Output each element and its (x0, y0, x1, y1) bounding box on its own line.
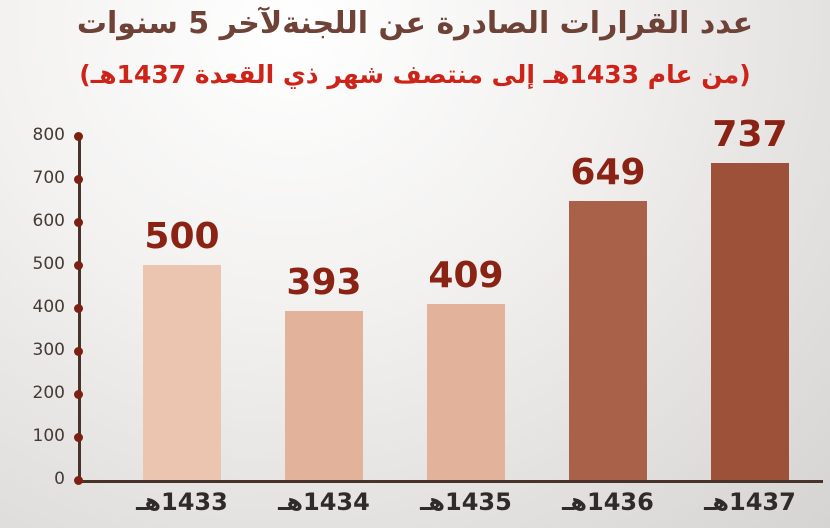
y-axis-tick-dot (74, 260, 83, 270)
x-axis-tick-label: 1433هـ (136, 488, 228, 516)
x-axis-tick-label: 1437هـ (704, 488, 796, 516)
y-axis-tick-label: 200 (32, 383, 65, 403)
y-axis-tick-dot (74, 475, 83, 485)
y-axis-tick-label: 300 (32, 340, 65, 360)
y-axis-tick-dot (74, 174, 83, 184)
bar (569, 200, 647, 480)
plot-area: 0 100 200 300 400 500 600 700 800 500 1433هـ 393 143… (33, 114, 823, 516)
bar (143, 265, 221, 480)
y-axis-tick-label: 500 (32, 254, 65, 274)
chart-subtitle: (من عام 1433هـ إلى منتصف شهر ذي القعدة 1… (79, 60, 751, 89)
y-axis-tick-dot (74, 346, 83, 356)
y-axis-tick-label: 800 (32, 125, 65, 145)
y-axis-tick-label: 0 (54, 469, 65, 489)
bar (711, 163, 789, 480)
y-axis-tick-dot (74, 303, 83, 313)
bar (427, 304, 505, 480)
y-axis-tick-dot (74, 432, 83, 442)
bar-value-label: 737 (712, 114, 788, 156)
y-axis-tick-dot (74, 217, 83, 227)
bar (285, 311, 363, 480)
y-axis-tick-label: 700 (32, 168, 65, 188)
bar-value-label: 500 (144, 216, 220, 257)
bar-value-label: 393 (286, 262, 362, 304)
y-axis-tick-label: 100 (32, 426, 65, 446)
x-axis-tick-label: 1435هـ (420, 488, 512, 516)
y-axis-tick-label: 400 (32, 297, 65, 317)
chart-title: عدد القرارات الصادرة عن اللجنةلآخر 5 سنو… (76, 6, 754, 41)
bar-value-label: 409 (428, 255, 504, 297)
x-axis-tick-label: 1434هـ (278, 488, 370, 516)
x-axis-tick-label: 1436هـ (562, 488, 654, 516)
y-axis-tick-dot (74, 389, 83, 399)
y-axis-tick-label: 600 (32, 211, 65, 231)
bar-value-label: 649 (570, 151, 646, 193)
y-axis-tick-dot (74, 131, 83, 141)
